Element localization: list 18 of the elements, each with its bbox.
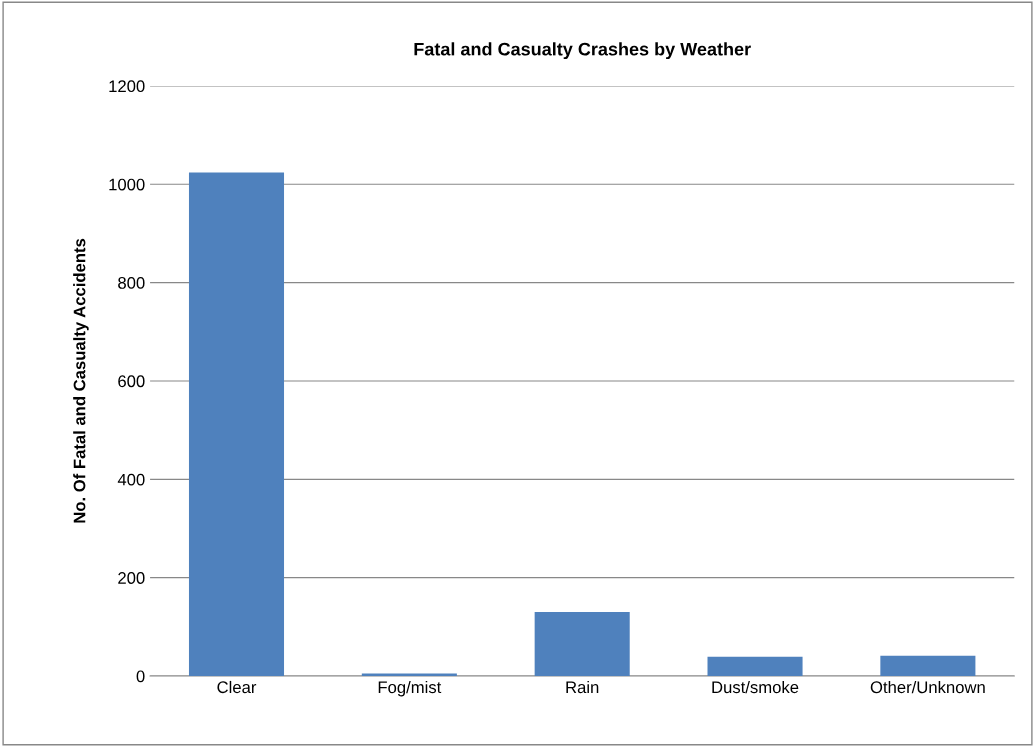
y-tick-label: 0 — [136, 670, 145, 683]
x-tick-label: Fog/mist — [378, 680, 442, 697]
x-tick-label: Rain — [566, 680, 599, 694]
y-tick-label: 400 — [117, 473, 145, 486]
y-tick-label: 200 — [118, 572, 145, 584]
y-axis-title: No. Of Fatal and Casualty Accidents — [73, 238, 89, 523]
y-tick-label: 1200 — [109, 80, 145, 93]
bar — [188, 172, 285, 677]
x-tick-label: Other/Unknown — [870, 680, 985, 694]
y-tick-label: 1000 — [109, 178, 145, 191]
x-tick-label: Clear — [217, 680, 257, 694]
y-tick-label: 800 — [118, 277, 145, 289]
x-tick-label: Dust/smoke — [712, 680, 799, 694]
bar — [534, 612, 630, 677]
chart-title: Fatal and Casualty Crashes by Weather — [414, 42, 751, 60]
bar — [707, 656, 803, 677]
y-tick-label: 600 — [118, 375, 145, 388]
bar — [880, 655, 976, 677]
